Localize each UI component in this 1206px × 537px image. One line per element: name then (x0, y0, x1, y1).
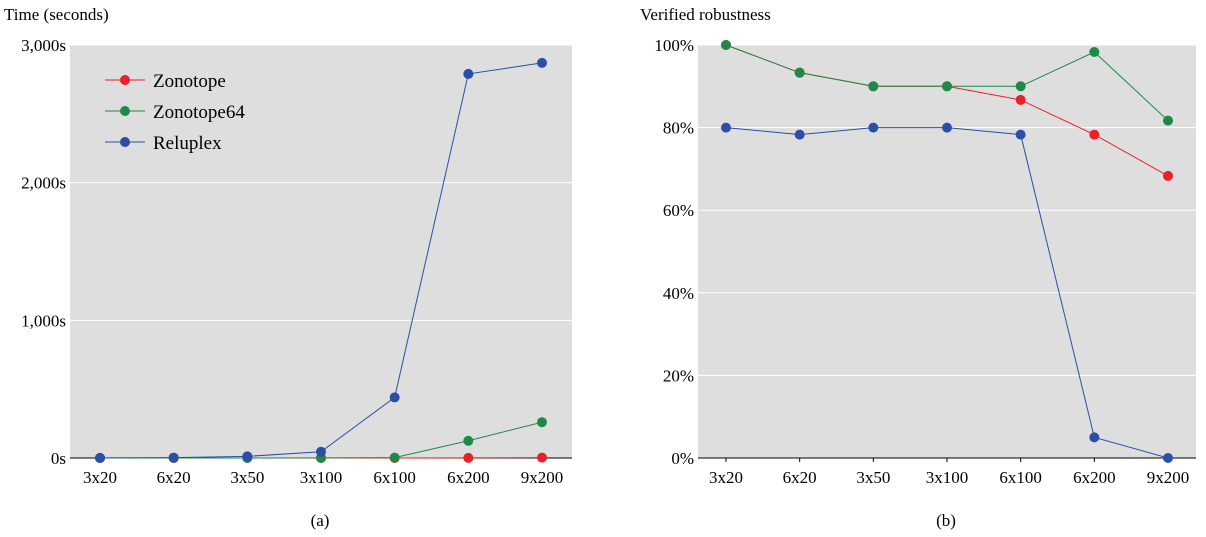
y-axis-title: Time (seconds) (4, 5, 109, 24)
data-point-zonotope64 (721, 40, 731, 50)
figure-caption: (b) (936, 511, 956, 530)
y-tick-label: 2,000s (21, 174, 66, 193)
data-point-reluplex (1163, 453, 1173, 463)
data-point-zonotope64 (942, 81, 952, 92)
data-point-reluplex (942, 122, 952, 133)
x-tick-label: 6x200 (447, 468, 490, 487)
legend-label: Zonotope64 (153, 102, 245, 123)
x-tick-label: 6x20 (783, 468, 817, 487)
legend-marker (120, 137, 130, 147)
y-axis-title: Verified robustness (640, 5, 771, 24)
chart-time: 0s 1,000s 2,000s 3,000s 3x20 6x20 3x50 3x100 6x1… (4, 5, 572, 530)
data-point-zonotope64 (794, 67, 805, 78)
legend-marker (120, 75, 130, 85)
y-tick-label: 40% (663, 284, 694, 303)
data-point-zonotope64 (537, 417, 547, 428)
x-tick-label: 9x200 (1147, 468, 1190, 487)
legend-label: Reluplex (153, 133, 222, 154)
legend-label: Zonotope (153, 71, 226, 92)
legend: Zonotope Zonotope64 Reluplex (105, 71, 245, 154)
x-tick-label: 3x20 (709, 468, 743, 487)
x-tick-label: 6x20 (157, 468, 191, 487)
x-tick-label: 6x100 (999, 468, 1042, 487)
x-tick-label: 6x100 (373, 468, 416, 487)
data-point-zonotope (463, 452, 474, 463)
data-point-zonotope64 (389, 452, 400, 463)
data-point-zonotope64 (1089, 47, 1100, 58)
data-point-zonotope64 (868, 81, 879, 92)
data-point-reluplex (389, 392, 400, 403)
y-tick-label: 0s (51, 449, 66, 468)
data-point-zonotope64 (1163, 115, 1173, 126)
x-tick-label: 3x20 (83, 468, 117, 487)
data-point-zonotope (1015, 94, 1026, 105)
data-point-zonotope (537, 452, 547, 463)
x-tick-label: 3x100 (300, 468, 343, 487)
x-tick-label: 9x200 (521, 468, 564, 487)
data-point-reluplex (794, 129, 805, 140)
plot-area (698, 45, 1196, 458)
y-tick-label: 100% (654, 36, 694, 55)
y-tick-label: 60% (663, 201, 694, 220)
y-tick-label: 80% (663, 119, 694, 138)
data-point-zonotope (1163, 170, 1173, 181)
data-point-reluplex (1015, 129, 1026, 140)
figure-caption: (a) (311, 511, 330, 530)
y-tick-label: 3,000s (21, 36, 66, 55)
x-tick-label: 3x100 (926, 468, 969, 487)
x-tick-label: 6x200 (1073, 468, 1116, 487)
x-tick-label: 3x50 (856, 468, 890, 487)
legend-marker (120, 106, 130, 116)
data-point-reluplex (868, 122, 879, 133)
data-point-zonotope (1089, 129, 1100, 140)
data-point-zonotope64 (463, 435, 474, 446)
y-tick-label: 1,000s (21, 311, 66, 330)
data-point-reluplex (721, 122, 731, 133)
data-point-reluplex (316, 446, 326, 457)
y-tick-label: 0% (671, 449, 694, 468)
x-tick-label: 3x50 (230, 468, 264, 487)
data-point-reluplex (1089, 432, 1100, 443)
data-point-reluplex (168, 452, 179, 463)
data-point-reluplex (95, 452, 105, 463)
plot-area (70, 45, 572, 458)
data-point-reluplex (463, 68, 474, 79)
data-point-zonotope64 (1015, 81, 1026, 92)
data-point-reluplex (537, 57, 547, 68)
data-point-reluplex (242, 451, 253, 462)
chart-verified-robustness: 0% 20% 40% 60% 80% 100% 3x20 6x20 3x50 3x100 6x100… (640, 5, 1196, 530)
y-tick-label: 20% (663, 366, 694, 385)
